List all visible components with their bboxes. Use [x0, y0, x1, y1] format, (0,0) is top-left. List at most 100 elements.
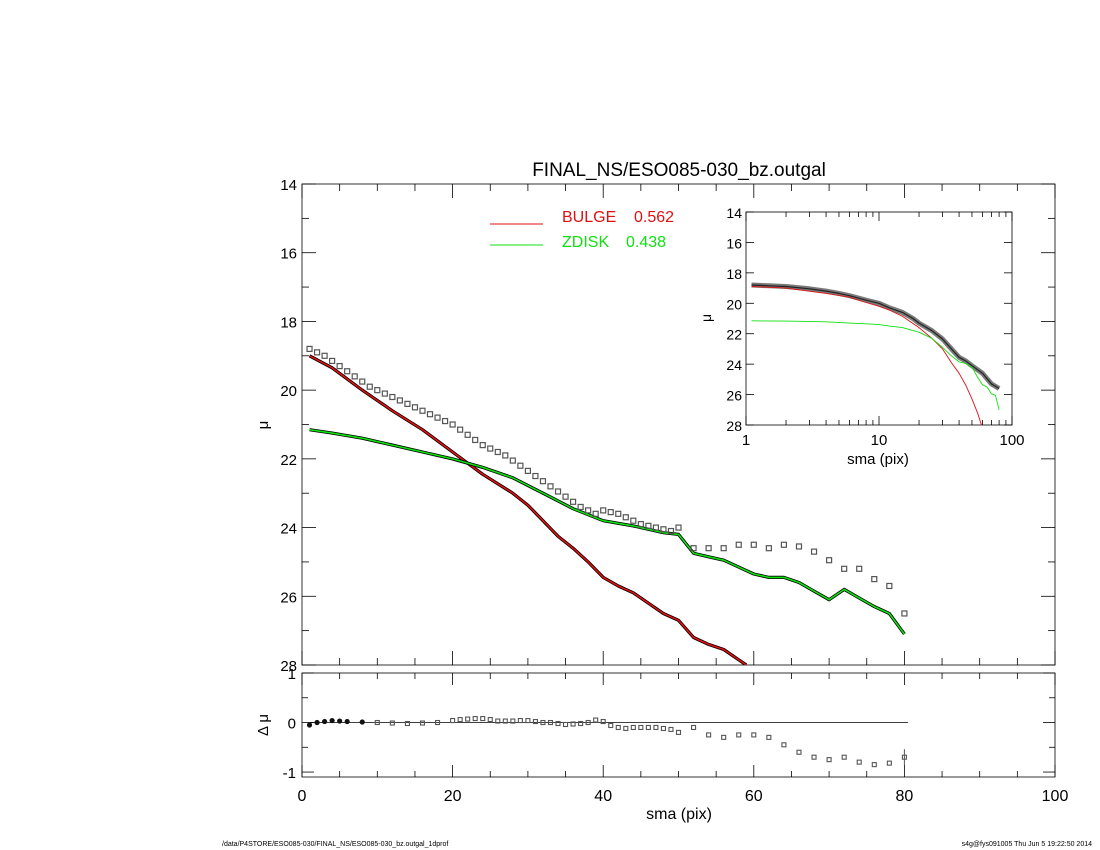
main-data-point: [359, 378, 366, 385]
zdisk-curve-outline: [309, 428, 906, 636]
residual-data-point: [517, 717, 523, 724]
residual-data-point: [841, 754, 847, 760]
inset-xtick-label: 10: [871, 432, 888, 449]
inset-model-curves: [751, 282, 1001, 425]
residual-data-point: [329, 717, 335, 724]
main-data-point: [607, 509, 614, 516]
main-data-point: [871, 576, 878, 583]
residual-data-point: [404, 720, 410, 727]
residual-data-point: [314, 719, 320, 726]
legend-bulge-value: 0.562: [634, 209, 674, 226]
main-data-point: [351, 373, 358, 380]
residual-data-point: [886, 760, 892, 766]
residual-data-point: [344, 718, 350, 725]
residual-data-point: [389, 720, 395, 726]
main-ytick-label: 20: [280, 383, 297, 400]
main-data-point: [539, 478, 547, 485]
main-data-point: [434, 414, 441, 421]
main-data-point: [592, 510, 599, 517]
main-data-point: [547, 483, 554, 490]
main-ytick-label: 18: [280, 314, 297, 331]
main-data-point: [494, 448, 501, 456]
residual-data-point: [562, 721, 569, 728]
main-data-point: [464, 431, 471, 438]
main-data-point: [532, 472, 539, 480]
legend-zdisk-value: 0.438: [626, 234, 666, 251]
main-data-point: [705, 545, 712, 552]
main-data-point: [765, 545, 772, 552]
residual-data-point: [472, 716, 478, 722]
bulge-curve-outline: [308, 354, 748, 665]
residual-data-point: [450, 717, 456, 724]
chart-title: FINAL_NS/ESO085-030_bz.outgal: [532, 160, 826, 181]
main-data-point: [569, 498, 577, 505]
legend-bulge-label: BULGE: [562, 209, 616, 226]
main-data-point: [901, 610, 908, 617]
residual-data-point: [608, 722, 614, 729]
residual-data-point: [736, 732, 742, 738]
residual-plot-frame: [301, 672, 1056, 778]
residual-data-point: [615, 724, 621, 731]
main-data-point: [449, 421, 456, 428]
residual-data-point: [766, 734, 772, 740]
inset-ytick-label: 14: [726, 205, 742, 221]
residual-data-point: [337, 718, 343, 724]
residual-y-axis-label: Δ μ: [255, 714, 272, 736]
inset-bulge-curve: [751, 286, 982, 425]
main-ytick-label: 28: [280, 658, 297, 675]
residual-data-points: [306, 716, 909, 768]
residual-data-point: [570, 721, 576, 727]
main-data-point: [886, 582, 893, 590]
residual-xtick-label: 60: [745, 788, 763, 805]
main-ytick-label: 16: [280, 246, 297, 263]
main-data-point: [690, 545, 697, 552]
main-data-point: [396, 397, 403, 404]
main-data-point: [389, 393, 396, 401]
residual-data-point: [623, 725, 629, 732]
main-ytick-label: 26: [280, 589, 297, 606]
residual-data-point: [645, 724, 651, 731]
residual-data-point: [555, 720, 561, 727]
residual-data-point: [525, 717, 531, 724]
main-data-point: [810, 548, 818, 555]
main-data-point: [487, 445, 494, 452]
residual-xtick-label: 20: [444, 788, 462, 805]
residual-ytick-label: 0: [288, 716, 296, 733]
main-data-point: [554, 488, 562, 495]
legend: BULGE 0.562 ZDISK 0.438: [490, 209, 674, 251]
residual-data-point: [585, 719, 591, 726]
main-data-point: [720, 545, 727, 552]
residual-xtick-label: 100: [1042, 788, 1069, 805]
residual-data-point: [706, 732, 712, 738]
zdisk-curve: [309, 428, 906, 635]
residual-xtick-label: 40: [594, 788, 612, 805]
main-data-point: [667, 527, 675, 535]
main-data-point: [472, 436, 479, 444]
residual-xtick-label: 0: [298, 788, 307, 805]
main-data-point: [344, 368, 351, 375]
residual-data-point: [359, 719, 365, 725]
inset-zdisk-curve: [751, 320, 1000, 410]
main-data-point: [336, 362, 343, 370]
residual-data-point: [374, 719, 380, 726]
residual-data-point: [502, 718, 508, 724]
main-data-point: [577, 503, 584, 511]
residual-data-point: [668, 726, 674, 733]
main-data-point: [735, 541, 742, 548]
main-data-point: [457, 426, 464, 433]
inset-x-axis-label: sma (pix): [847, 451, 909, 468]
main-data-point: [479, 442, 486, 449]
inset-data-curve: [751, 284, 1000, 390]
main-y-axis-label: μ: [255, 421, 272, 430]
residual-data-point: [480, 716, 486, 722]
main-data-point: [306, 345, 313, 353]
inset-ytick-label: 24: [726, 357, 742, 373]
residual-data-point: [321, 718, 328, 725]
inset-ytick-label: 26: [726, 388, 742, 404]
bulge-curve: [309, 355, 747, 665]
residual-x-axis-label: sma (pix): [646, 806, 712, 823]
main-data-point: [321, 352, 328, 359]
main-data-point: [411, 404, 419, 411]
inset-ytick-label: 18: [726, 266, 742, 282]
